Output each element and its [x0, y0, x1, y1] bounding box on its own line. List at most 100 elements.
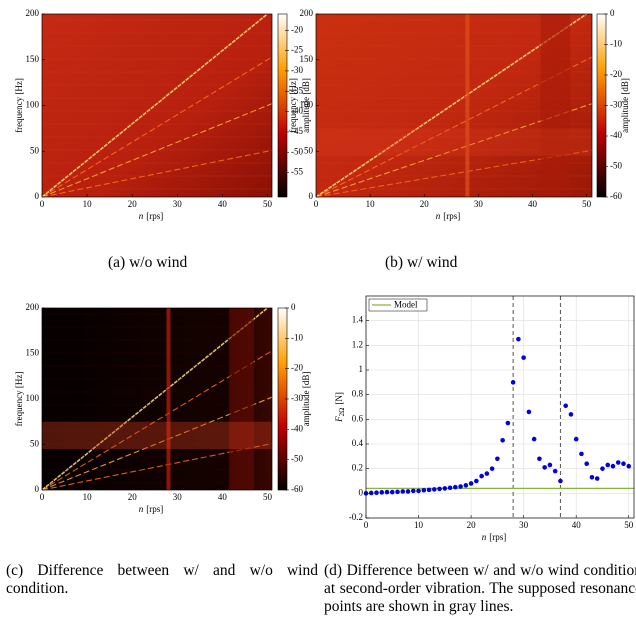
- x-tick-label: 50: [624, 520, 634, 530]
- data-point: [573, 436, 579, 442]
- x-label-unit: [rps]: [489, 532, 506, 542]
- colorbar-tick-label: -10: [610, 39, 622, 49]
- plot-area: [366, 296, 634, 518]
- x-tick-label: 50: [582, 199, 592, 209]
- data-point: [579, 451, 584, 457]
- x-tick-label: 10: [366, 199, 376, 209]
- x-label-unit: [rps]: [146, 504, 163, 514]
- x-tick-label: 10: [83, 492, 93, 502]
- x-tick-label: 20: [128, 199, 138, 209]
- colorbar-tick-label: -60: [291, 484, 303, 494]
- band: [540, 14, 571, 197]
- y-tick-label: 50: [304, 145, 314, 155]
- order-line: [41, 13, 268, 198]
- caption: (b) w/ wind: [385, 254, 458, 271]
- data-point: [389, 489, 395, 495]
- caption: (a) w/o wind: [108, 254, 188, 271]
- data-point: [626, 463, 632, 469]
- x-tick-label: 20: [467, 520, 477, 530]
- colorbar-tick-label: -55: [291, 167, 303, 177]
- data-point: [442, 486, 448, 491]
- y-label-var: F: [334, 416, 344, 423]
- data-point: [453, 484, 458, 490]
- data-point: [584, 461, 590, 467]
- data-point: [537, 456, 542, 462]
- data-point: [568, 412, 574, 417]
- y-tick-label: 100: [26, 100, 40, 110]
- colorbar-tick-label: -10: [291, 332, 303, 342]
- colorbar-tick-label: -40: [610, 130, 622, 140]
- y-label-sub: 2Ω: [338, 408, 346, 417]
- x-tick-label: 30: [519, 520, 529, 530]
- y-tick-label: 1.2: [352, 339, 363, 349]
- colorbar-tick-label: -30: [291, 65, 303, 75]
- colorbar-tick-label: -35: [291, 85, 303, 95]
- y-tick-label: 1: [359, 364, 364, 374]
- y-tick-label: 150: [300, 54, 314, 64]
- x-tick-label: 40: [572, 520, 582, 530]
- data-point: [379, 490, 385, 495]
- x-label-var: n: [482, 532, 487, 542]
- colorbar-tick-label: -50: [291, 146, 303, 156]
- y-tick-label: 150: [26, 54, 40, 64]
- x-tick-label: 40: [218, 199, 228, 209]
- y-tick-label: 200: [26, 8, 40, 18]
- colorbar-tick-label: 0: [610, 8, 615, 18]
- data-point: [368, 490, 374, 496]
- legend-box: [368, 298, 428, 312]
- y-tick-label: 100: [300, 100, 314, 110]
- data-point: [421, 487, 427, 493]
- caption: (c) Difference between w/ and w/o wind c…: [6, 562, 318, 597]
- data-point: [410, 488, 416, 494]
- data-point: [432, 487, 437, 492]
- x-label-var: n: [436, 211, 441, 221]
- data-point: [605, 462, 611, 468]
- y-tick-label: 0.4: [352, 438, 364, 448]
- colorbar-tick-label: -40: [291, 423, 303, 433]
- x-label-var: n: [139, 504, 144, 514]
- y-axis-label: frequency [Hz]: [14, 78, 24, 133]
- data-point: [552, 468, 558, 474]
- y-axis-label: frequency [Hz]: [288, 78, 298, 133]
- data-point: [495, 456, 500, 462]
- data-point: [405, 489, 411, 494]
- data-point: [621, 461, 626, 467]
- x-tick-label: 10: [83, 199, 93, 209]
- colorbar-label: amplitude [dB]: [301, 372, 311, 427]
- x-tick-label: 50: [263, 492, 273, 502]
- x-tick-label: 0: [314, 199, 319, 209]
- colorbar-tick-label: -20: [291, 24, 303, 34]
- y-tick-label: 0.2: [352, 463, 363, 473]
- y-axis-label: frequency [Hz]: [14, 372, 24, 427]
- colorbar-tick-label: -40: [291, 106, 303, 116]
- data-point: [416, 488, 421, 494]
- heatmap-texture: [41, 307, 273, 491]
- data-point: [547, 462, 553, 468]
- y-tick-label: 0: [309, 191, 314, 201]
- y-tick-label: 1.4: [352, 315, 364, 325]
- legend-label: Model: [394, 300, 418, 310]
- x-tick-label: 0: [40, 199, 45, 209]
- order-line: [41, 443, 273, 491]
- x-tick-label: 50: [263, 199, 273, 209]
- y-tick-label: 200: [26, 302, 40, 312]
- x-tick-label: 20: [420, 199, 430, 209]
- colorbar-tick-label: -20: [291, 363, 303, 373]
- y-tick-label: 50: [30, 145, 40, 155]
- x-tick-label: 40: [528, 199, 538, 209]
- y-tick-label: 100: [26, 393, 40, 403]
- order-line: [315, 103, 593, 198]
- data-point: [479, 473, 484, 479]
- band: [166, 308, 171, 490]
- colorbar-tick-label: -30: [610, 100, 622, 110]
- x-tick-label: 0: [40, 492, 45, 502]
- y-tick-label: 0: [35, 191, 40, 201]
- y-tick-label: 0.8: [352, 389, 364, 399]
- band: [42, 421, 272, 450]
- data-point: [400, 489, 406, 494]
- data-point: [615, 460, 621, 465]
- data-point: [510, 380, 516, 385]
- colorbar: [277, 13, 288, 198]
- data-point: [542, 465, 547, 470]
- data-point: [384, 489, 390, 495]
